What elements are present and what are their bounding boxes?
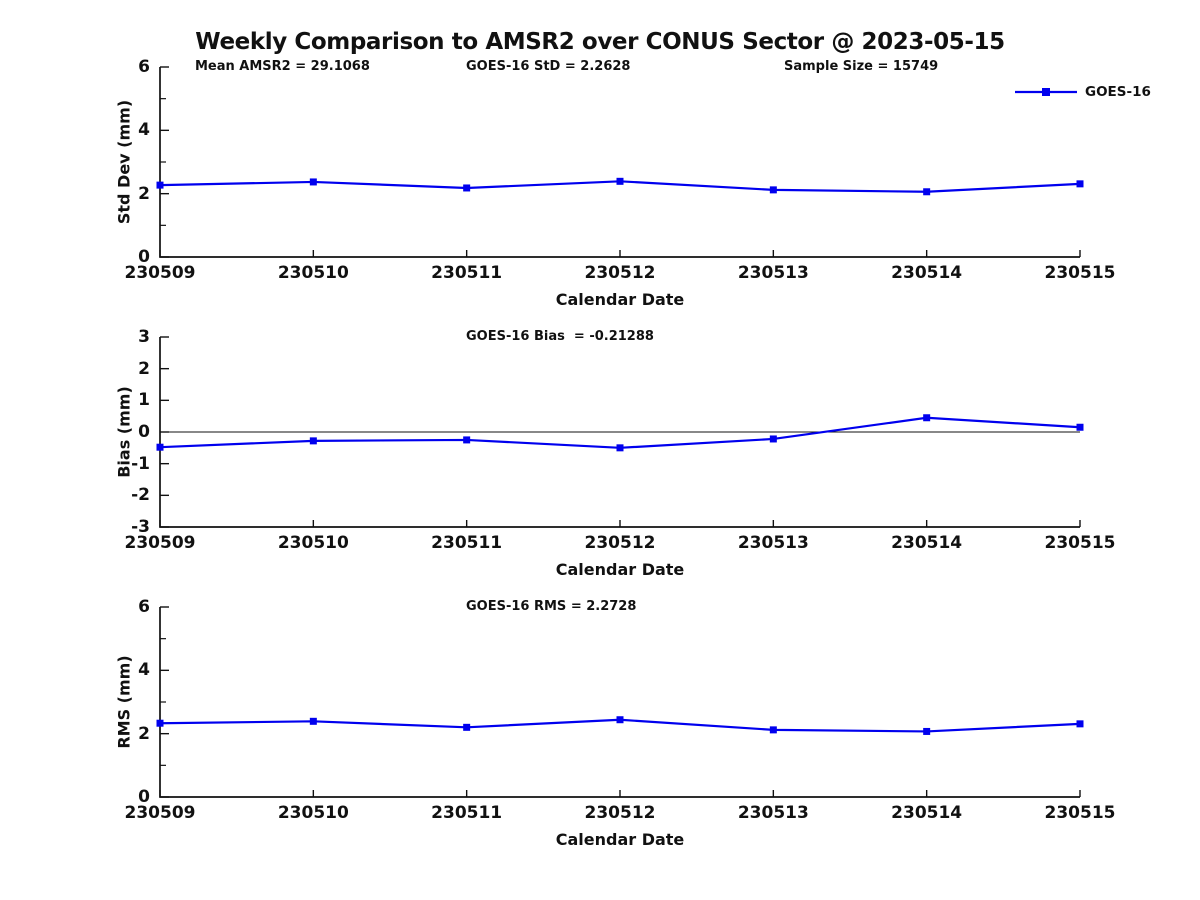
annotation-goes16-bias: GOES-16 Bias = -0.21288 (466, 329, 654, 344)
y-tick-label: 2 (138, 723, 150, 744)
x-tick-label: 230512 (584, 533, 656, 553)
subplot-bias: Bias (mm) -3 -2 -1 0 1 2 3 230509 230510 230511 2… (0, 327, 1200, 597)
x-axis-label: Calendar Date (555, 290, 685, 309)
x-tick-label: 230515 (1044, 803, 1116, 823)
y-tick-label: -2 (131, 485, 150, 506)
y-tick-label: 0 (138, 247, 150, 267)
x-tick-label: 230509 (124, 533, 196, 553)
x-tick-label: 230509 (124, 263, 196, 283)
plot-area-bias (156, 336, 1084, 528)
x-tick-label: 230515 (1044, 263, 1116, 283)
annotation-sample-size: Sample Size = 15749 (784, 59, 939, 74)
legend: GOES-16 (1015, 81, 1151, 100)
y-tick-label: 3 (138, 327, 150, 347)
y-tick-label: -3 (131, 517, 150, 537)
y-tick-label: 0 (138, 422, 150, 442)
x-tick-label: 230510 (277, 263, 349, 283)
y-axis-ticks: -3 -2 -1 0 1 2 3 (64, 327, 150, 537)
plot-area-rms (156, 606, 1084, 798)
y-tick-label: 0 (138, 787, 150, 807)
y-tick-label: 6 (138, 597, 150, 617)
x-tick-label: 230512 (584, 263, 656, 283)
x-axis-label: Calendar Date (555, 560, 685, 579)
legend-line-sample (1015, 87, 1077, 96)
x-tick-label: 230510 (277, 803, 349, 823)
annotation-goes16-rms: GOES-16 RMS = 2.2728 (466, 599, 637, 614)
x-tick-label: 230511 (431, 533, 503, 553)
x-tick-label: 230514 (891, 263, 963, 283)
plot-area-std-dev (156, 66, 1084, 258)
y-tick-label: 2 (138, 183, 150, 204)
x-tick-label: 230513 (737, 803, 809, 823)
x-tick-label: 230509 (124, 803, 196, 823)
annotation-mean-amsr2: Mean AMSR2 = 29.1068 (195, 59, 370, 74)
x-tick-label: 230513 (737, 263, 809, 283)
y-tick-label: 4 (138, 660, 150, 681)
x-axis-ticks: 230509 230510 230511 230512 230513 230514 2305… (0, 607, 1200, 837)
x-tick-label: 230510 (277, 533, 349, 553)
x-axis-ticks: 230509 230510 230511 230512 230513 230514 2305… (0, 337, 1200, 567)
x-tick-label: 230513 (737, 533, 809, 553)
x-tick-label: 230514 (891, 533, 963, 553)
y-axis-ticks: 0 2 4 6 (64, 597, 150, 807)
y-tick-label: -1 (131, 453, 150, 474)
x-axis-label: Calendar Date (555, 830, 685, 849)
y-tick-label: 6 (138, 57, 150, 77)
y-axis-ticks: 0 2 4 6 (64, 57, 150, 267)
x-tick-label: 230512 (584, 803, 656, 823)
legend-label: GOES-16 (1085, 83, 1151, 100)
x-tick-label: 230514 (891, 803, 963, 823)
x-tick-label: 230511 (431, 263, 503, 283)
y-tick-label: 4 (138, 120, 150, 141)
x-tick-label: 230511 (431, 803, 503, 823)
y-tick-label: 2 (138, 358, 150, 379)
x-tick-label: 230515 (1044, 533, 1116, 553)
page-title: Weekly Comparison to AMSR2 over CONUS Se… (195, 29, 1005, 55)
x-axis-ticks: 230509 230510 230511 230512 230513 230514 2305… (0, 67, 1200, 297)
y-tick-label: 1 (138, 390, 150, 411)
annotation-goes16-std: GOES-16 StD = 2.2628 (466, 59, 631, 74)
